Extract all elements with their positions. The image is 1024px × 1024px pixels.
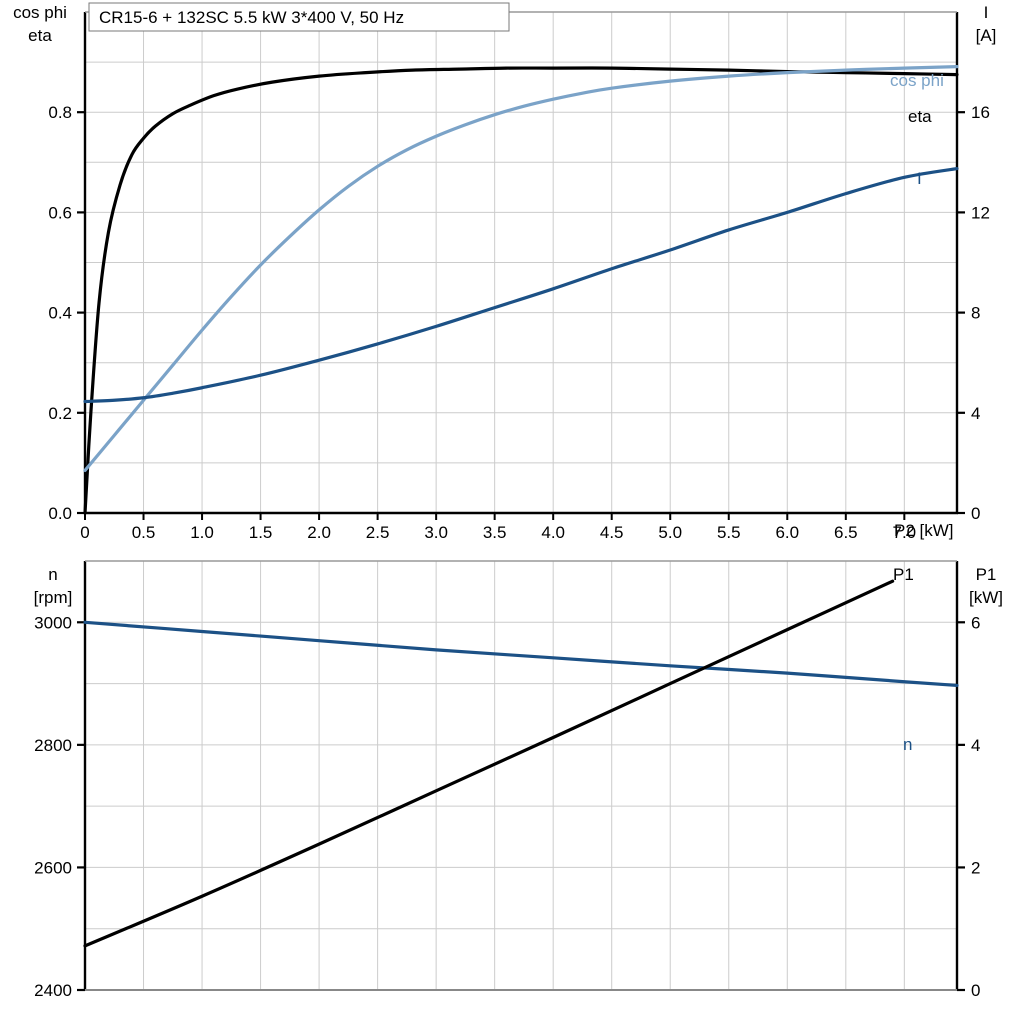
bottom-right-axis-title-line2: [kW]	[969, 588, 1003, 607]
bottom-chart-curves	[83, 579, 959, 948]
x-tick-label: 3.0	[424, 523, 448, 542]
x-tick-label: 1.0	[190, 523, 214, 542]
chart-title: CR15-6 + 132SC 5.5 kW 3*400 V, 50 Hz	[99, 8, 404, 27]
y-tick-label-left: 2600	[34, 858, 72, 877]
top-right-axis-title-line1: I	[984, 3, 989, 22]
x-tick-label: 7.0	[893, 523, 917, 542]
curve-label-speed: n	[903, 735, 912, 754]
title-box	[88, 2, 510, 32]
x-tick-label: 0	[80, 523, 89, 542]
x-tick-label: 5.5	[717, 523, 741, 542]
curve-label-p1: P1	[893, 565, 914, 584]
y-tick-label-right: 6	[971, 613, 980, 632]
y-tick-label-left: 0.6	[48, 203, 72, 222]
y-tick-label-right: 4	[971, 736, 980, 755]
top-left-axis-title-line2: eta	[28, 26, 52, 45]
top-chart: 0.0 0.2 0.4 0.6 0.8 0 4 8 12 16 0 0.5 1.0 1.5 2.0 2.5 3.…	[48, 11, 990, 542]
y-tick-label-right: 4	[971, 404, 980, 423]
y-tick-label-right: 0	[971, 981, 980, 1000]
curve-i	[83, 166, 959, 404]
curve-n	[83, 620, 959, 688]
curve-label-current: I	[917, 169, 922, 188]
x-tick-label: 0.5	[132, 523, 156, 542]
bottom-left-axis-title-line1: n	[48, 565, 57, 584]
bottom-chart: 2400 2600 2800 3000 0 2 4 6	[34, 560, 980, 1000]
y-tick-label-right: 0	[971, 504, 980, 523]
top-chart-tickmarks	[77, 111, 965, 520]
x-tick-label: 4.5	[600, 523, 624, 542]
y-tick-label-right: 8	[971, 304, 980, 323]
x-tick-label: 1.5	[249, 523, 273, 542]
top-chart-tick-labels: 0.0 0.2 0.4 0.6 0.8 0 4 8 12 16 0 0.5 1.0 1.5 2.0 2.5 3.…	[48, 103, 990, 542]
bottom-chart-tick-labels: 2400 2600 2800 3000 0 2 4 6	[34, 613, 980, 1000]
bottom-right-axis-title-line1: P1	[976, 565, 997, 584]
y-tick-label-left: 3000	[34, 613, 72, 632]
top-right-axis-title-line2: [A]	[976, 26, 997, 45]
x-tick-label: 6.0	[775, 523, 799, 542]
y-tick-label-left: 0.8	[48, 103, 72, 122]
bottom-chart-frame	[83, 560, 959, 991]
curve-label-cos-phi: cos phi	[890, 71, 944, 90]
y-tick-label-left: 2400	[34, 981, 72, 1000]
curve-p1	[83, 579, 895, 948]
curve-eta	[83, 66, 959, 515]
top-x-axis-title: P2 [kW]	[894, 521, 954, 540]
y-tick-label-right: 16	[971, 103, 990, 122]
bottom-chart-gridlines	[85, 560, 957, 991]
y-tick-label-right: 2	[971, 858, 980, 877]
top-chart-gridlines	[85, 11, 957, 514]
y-tick-label-right: 12	[971, 203, 990, 222]
x-tick-label: 6.5	[834, 523, 858, 542]
y-tick-label-left: 0.4	[48, 304, 72, 323]
y-tick-label-left: 0.0	[48, 504, 72, 523]
top-chart-curves	[83, 65, 959, 515]
x-tick-label: 2.5	[366, 523, 390, 542]
curve-label-eta: eta	[908, 107, 932, 126]
bottom-left-axis-title-line2: [rpm]	[34, 588, 73, 607]
x-tick-label: 3.5	[483, 523, 507, 542]
x-tick-label: 2.0	[307, 523, 331, 542]
y-tick-label-left: 2800	[34, 736, 72, 755]
x-tick-label: 4.0	[541, 523, 565, 542]
curve-cos-phi	[83, 65, 959, 473]
y-tick-label-left: 0.2	[48, 404, 72, 423]
top-left-axis-title-line1: cos phi	[13, 3, 67, 22]
x-tick-label: 5.0	[658, 523, 682, 542]
